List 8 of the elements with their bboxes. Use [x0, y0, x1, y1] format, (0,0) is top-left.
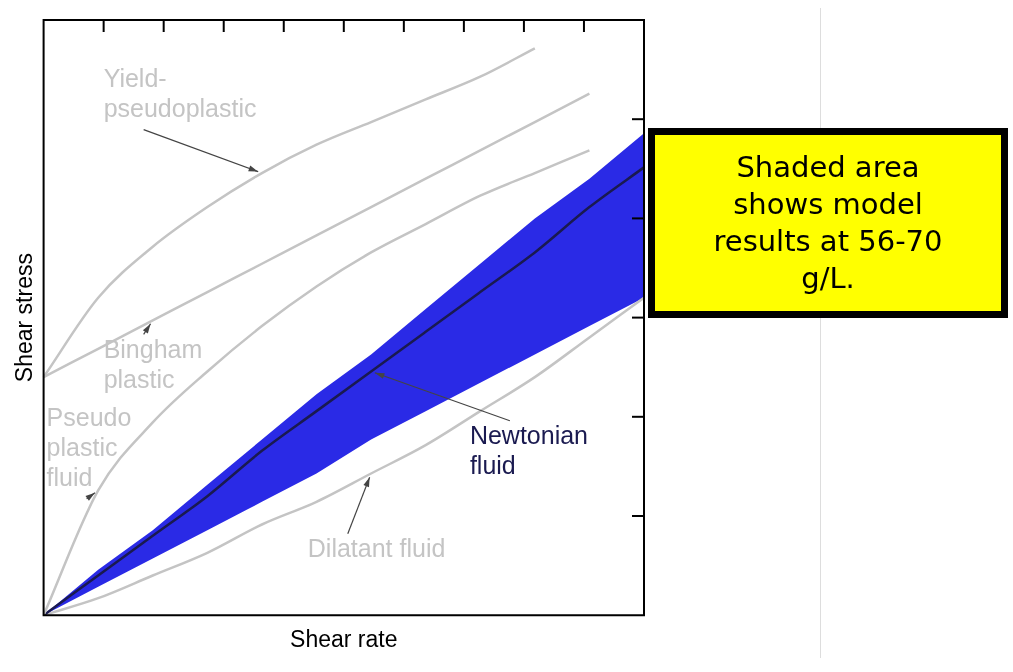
series-label: Bingham plastic: [103, 334, 203, 393]
series-label: Dilatant fluid: [307, 534, 446, 563]
y-axis-title: Shear stress: [11, 253, 38, 383]
x-axis-title: Shear rate: [290, 625, 398, 652]
series-label: Pseudo plastic fluid: [46, 403, 132, 492]
text: Newtonian fluid: [469, 421, 589, 480]
series-label: Yield-pseudoplastic: [103, 64, 257, 123]
text: Shaded area shows model results at 56-70 g/L.: [648, 128, 1008, 318]
